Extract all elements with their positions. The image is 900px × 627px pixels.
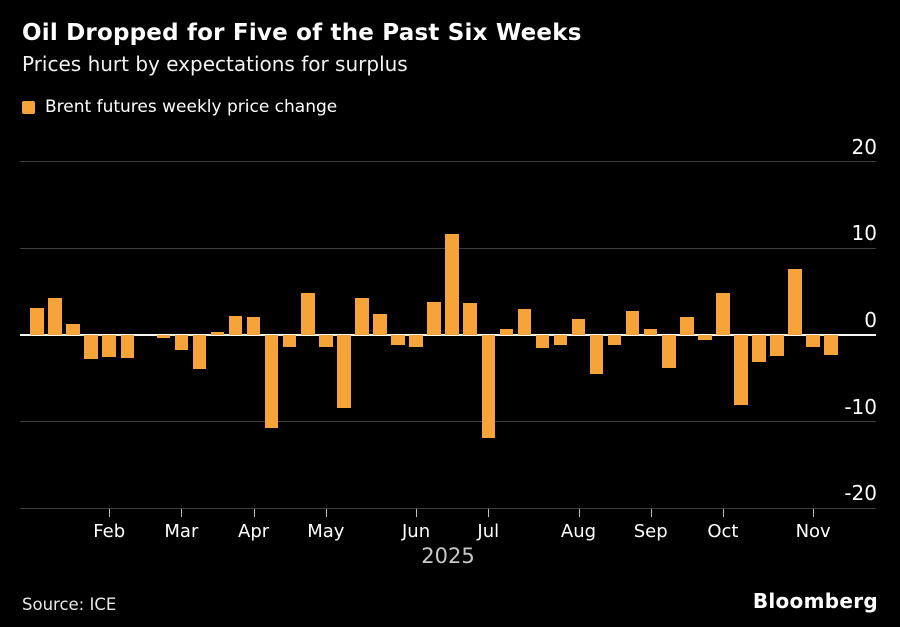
x-tick-mar — [181, 509, 183, 517]
x-tick-label-jul: Jul — [477, 521, 500, 542]
x-tick-label-may: May — [307, 521, 345, 542]
bar-week-31 — [571, 319, 586, 335]
x-tick-label-aug: Aug — [560, 521, 597, 542]
x-tick-aug — [578, 509, 580, 517]
bar-week-22 — [409, 335, 423, 348]
bar-week-32 — [589, 335, 604, 374]
bar-week-29 — [535, 335, 550, 348]
bar-week-41 — [752, 335, 766, 362]
bar-week-20 — [373, 314, 387, 335]
chart-subtitle: Prices hurt by expectations for surplus — [22, 52, 408, 76]
bar-week-19 — [355, 297, 369, 335]
bar-week-9 — [174, 335, 189, 350]
gridline-0 — [20, 334, 876, 336]
bar-week-27 — [499, 328, 514, 335]
bar-week-10 — [192, 335, 207, 369]
bar-week-2 — [48, 297, 62, 335]
x-tick-label-apr: Apr — [238, 521, 270, 542]
gridline--10 — [20, 421, 876, 423]
bar-week-6 — [120, 335, 134, 359]
x-tick-label-mar: Mar — [164, 521, 199, 542]
bar-week-16 — [301, 292, 315, 335]
bar-week-11 — [210, 331, 225, 335]
x-tick-feb — [109, 509, 111, 517]
x-tick-nov — [813, 509, 815, 517]
y-tick-label--10: -10 — [844, 394, 877, 419]
bar-week-36 — [662, 335, 676, 368]
bar-week-39 — [716, 292, 730, 335]
bar-week-45 — [824, 335, 838, 355]
y-tick-label-10: 10 — [851, 221, 877, 246]
x-tick-label-sep: Sep — [633, 521, 668, 542]
x-tick-label-feb: Feb — [93, 521, 126, 542]
bar-week-3 — [66, 323, 80, 335]
legend: Brent futures weekly price change — [22, 97, 337, 117]
bar-week-37 — [680, 316, 694, 335]
y-tick-label--20: -20 — [844, 481, 877, 506]
bar-week-5 — [102, 335, 116, 357]
bar-week-18 — [337, 335, 351, 408]
legend-swatch-icon — [22, 100, 35, 114]
bar-week-30 — [553, 335, 568, 345]
bar-week-17 — [319, 335, 333, 348]
gridline-20 — [20, 161, 876, 163]
bar-week-42 — [770, 335, 784, 356]
x-tick-may — [325, 509, 327, 517]
legend-label: Brent futures weekly price change — [45, 97, 338, 117]
bar-week-21 — [391, 335, 405, 346]
chart-title: Oil Dropped for Five of the Past Six Wee… — [22, 20, 582, 46]
bar-week-34 — [625, 310, 640, 335]
x-tick-label-nov: Nov — [795, 521, 831, 542]
bar-week-23 — [427, 302, 441, 335]
bar-week-4 — [84, 335, 98, 360]
x-tick-oct — [722, 509, 724, 517]
x-tick-jun — [416, 509, 418, 517]
bar-week-43 — [788, 269, 802, 335]
bar-week-26 — [481, 335, 495, 439]
x-tick-label-oct: Oct — [707, 521, 739, 542]
bar-week-1 — [30, 308, 44, 335]
bar-week-44 — [806, 335, 820, 348]
bar-week-38 — [698, 335, 712, 341]
bar-week-15 — [282, 335, 297, 348]
bar-week-13 — [246, 316, 261, 335]
bloomberg-logo: Bloomberg — [752, 589, 878, 613]
x-tick-sep — [650, 509, 652, 517]
gridline--20 — [20, 507, 876, 509]
x-tick-label-jun: Jun — [401, 521, 431, 542]
bar-week-35 — [643, 328, 658, 335]
bar-week-14 — [264, 335, 279, 428]
x-axis-year-label: 2025 — [421, 544, 475, 568]
bar-week-33 — [607, 335, 622, 346]
y-tick-label-0: 0 — [864, 308, 877, 332]
bar-week-28 — [517, 309, 532, 335]
bar-week-40 — [734, 335, 748, 406]
bar-week-8 — [156, 335, 171, 339]
source-attribution: Source: ICE — [22, 595, 117, 614]
bar-week-12 — [228, 315, 243, 335]
bar-week-25 — [463, 302, 477, 335]
y-tick-label-20: 20 — [851, 134, 877, 159]
x-tick-jul — [488, 509, 490, 517]
bar-week-24 — [445, 234, 459, 335]
x-tick-apr — [253, 509, 255, 517]
